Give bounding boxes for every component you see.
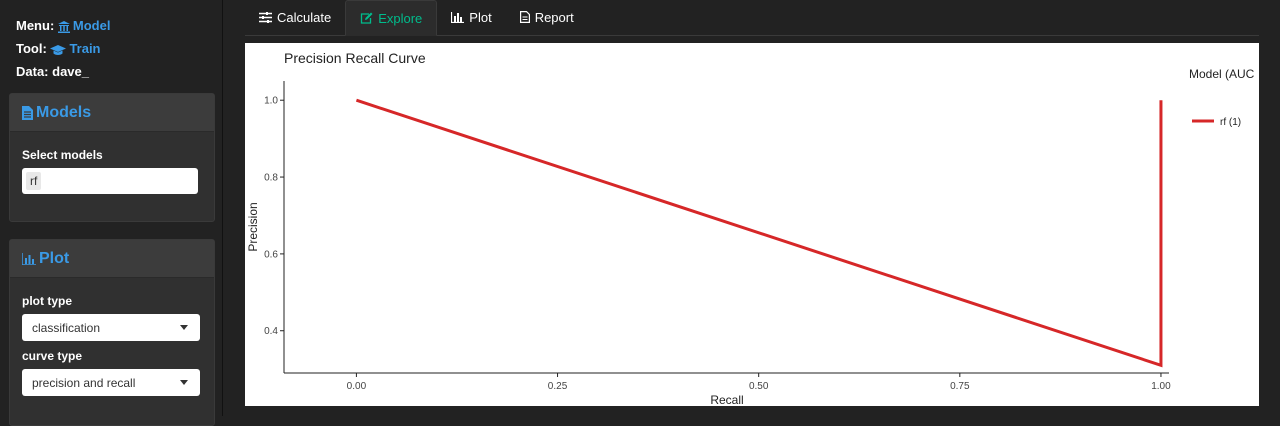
bar-chart-icon [451,11,465,23]
curve-type-select[interactable]: precision and recall [22,369,200,396]
select-models-label: Select models [22,148,103,162]
tool-link[interactable]: Train [50,41,101,56]
file-icon [22,105,33,120]
tab-calculate[interactable]: Calculate [245,0,345,34]
chevron-down-icon [180,380,188,385]
menu-link[interactable]: Model [57,18,111,33]
models-panel: Models Select models rf [9,93,215,222]
tool-label: Tool: [16,41,47,56]
plot-type-select[interactable]: classification [22,314,200,341]
data-value: dave_ [52,64,90,79]
models-panel-body: Select models rf [10,132,214,204]
x-tick-label: 0.25 [548,381,568,392]
tab-label: Calculate [277,9,332,25]
model-chip[interactable]: rf [26,172,42,190]
legend: rf (1) [1192,117,1241,128]
x-tick-label: 0.50 [749,381,769,392]
tab-explore[interactable]: Explore [345,0,438,36]
graduation-cap-icon [50,44,67,55]
sidebar: Menu: Model Tool: Train Data: dave_ Mode… [0,0,223,426]
legend-title: Model (AUC [1189,67,1255,81]
legend-label: rf (1) [1220,117,1241,128]
models-panel-title: Models [36,103,92,121]
tab-label: Explore [378,10,423,26]
plot-panel-header[interactable]: Plot [10,240,214,278]
plot-panel: Plot plot type classification curve type… [9,239,215,426]
y-tick-label: 0.6 [264,249,278,260]
series-layer [355,98,1163,368]
chart-title: Precision Recall Curve [284,50,426,66]
y-ticks: 0.4 0.6 0.8 1.0 [264,96,284,337]
x-tick-label: 0.00 [347,381,367,392]
tab-bar: Calculate Explore Plot Report [245,0,1259,36]
edit-icon [361,12,373,24]
data-line: Data: dave_ [16,60,222,83]
y-tick-label: 0.4 [264,326,278,337]
bar-chart-icon [22,252,36,265]
menu-info: Menu: Model Tool: Train Data: dave_ [0,0,222,83]
plot-area: Precision Recall Curve Recall Precision … [245,43,1259,406]
menu-label: Menu: [16,18,55,33]
plot-panel-title: Plot [39,249,70,267]
y-tick-label: 1.0 [264,96,278,107]
select-models-input[interactable]: rf [22,168,198,194]
tab-label: Plot [469,9,492,25]
tab-report[interactable]: Report [506,0,588,34]
x-tick-label: 0.75 [950,381,970,392]
curve-type-value: precision and recall [32,375,136,390]
plot-type-value: classification [32,320,101,335]
plot-panel-body: plot type classification curve type prec… [10,278,214,414]
tab-label: Report [534,9,574,25]
series-line-rf [355,98,1163,368]
sliders-icon [259,11,272,23]
tool-value: Train [69,41,101,56]
file-icon [519,11,530,23]
pr-curve-chart: Precision Recall Curve Recall Precision … [246,50,1255,406]
y-tick-label: 0.8 [264,173,278,184]
models-panel-header[interactable]: Models [10,94,214,132]
plot-type-label: plot type [22,294,72,308]
x-ticks: 0.00 0.25 0.50 0.75 1.00 [347,373,1171,392]
y-axis-label: Precision [246,202,260,251]
chevron-down-icon [180,325,188,330]
menu-line: Menu: Model [16,14,222,37]
x-axis-label: Recall [710,393,743,406]
tool-line: Tool: Train [16,37,222,60]
data-label: Data: [16,64,49,79]
x-tick-label: 1.00 [1151,381,1171,392]
tab-plot[interactable]: Plot [437,0,505,34]
curve-type-label: curve type [22,349,83,363]
menu-value: Model [72,18,111,33]
bank-icon [57,20,70,33]
